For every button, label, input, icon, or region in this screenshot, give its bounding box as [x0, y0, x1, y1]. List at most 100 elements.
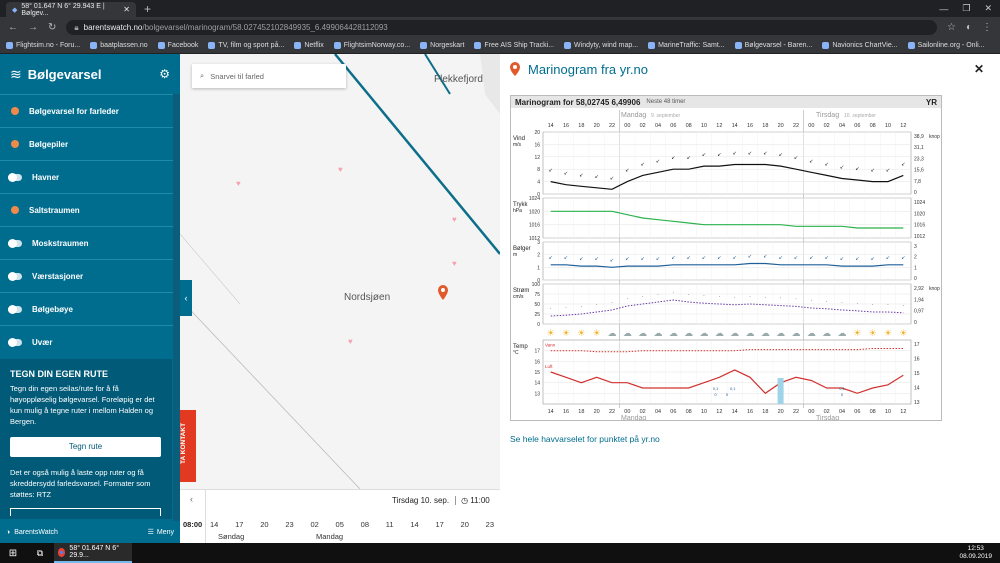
- bookmark-item[interactable]: Norgeskart: [420, 42, 464, 49]
- extension-icon[interactable]: ◐: [965, 22, 972, 33]
- timeline-hour[interactable]: 02: [310, 520, 319, 529]
- upload-route-button[interactable]: [10, 508, 161, 516]
- layer-toggle[interactable]: [8, 304, 22, 314]
- new-tab-button[interactable]: +: [144, 2, 152, 16]
- timeline-hour[interactable]: 11: [385, 520, 394, 529]
- gear-icon[interactable]: ⚙: [159, 67, 170, 81]
- draw-route-button[interactable]: Tegn rute: [10, 437, 161, 457]
- route-upload-text: Det er også mulig å laste opp ruter og f…: [10, 468, 151, 499]
- right-tick-label: 1,94: [914, 297, 924, 303]
- task-view-icon[interactable]: ⧉: [36, 547, 44, 558]
- sidebar-layer-item[interactable]: Havner: [0, 160, 180, 193]
- menu-button[interactable]: ☰ Meny: [148, 528, 174, 537]
- layer-toggle[interactable]: [8, 271, 22, 281]
- marinogram-panel: Marinogram fra yr.no ✕ Marinogram for 58…: [500, 54, 1000, 543]
- taskbar-chrome-app[interactable]: 58° 01.647 N 6° 29.9...: [54, 543, 132, 563]
- menu-label: Meny: [156, 528, 174, 536]
- fairway-search[interactable]: ⌕ Snarvei til farled: [192, 64, 346, 88]
- address-bar[interactable]: 🔒︎ barentswatch.no/bolgevarsel/marinogra…: [66, 20, 937, 35]
- right-tick-label: 1024: [914, 200, 925, 206]
- star-icon[interactable]: ☆: [946, 22, 956, 33]
- sidebar-layer-item[interactable]: Uvær: [0, 325, 180, 358]
- close-icon[interactable]: ✕: [973, 62, 984, 76]
- sidebar-layer-item[interactable]: Moskstraumen: [0, 226, 180, 259]
- bookmark-item[interactable]: Sailonline.org - Onli...: [907, 42, 984, 49]
- direction-arrow: ↙: [564, 171, 568, 177]
- direction-arrow: ·: [672, 290, 674, 296]
- location-pin-icon[interactable]: [438, 285, 448, 300]
- hour-tick-label-bottom: 18: [578, 409, 584, 415]
- search-input[interactable]: Snarvei til farled: [210, 71, 264, 81]
- sidebar-layer-item[interactable]: Værstasjoner: [0, 259, 180, 292]
- close-window-icon[interactable]: ✕: [984, 3, 992, 13]
- timeline-hour[interactable]: 20: [260, 520, 269, 529]
- forward-icon[interactable]: →: [28, 22, 38, 33]
- timeline[interactable]: ‹ 08:00 Tirsdag 10. sep. ◷ 11:00 14 17 20 2…: [180, 489, 500, 544]
- timeline-hour[interactable]: 17: [435, 520, 444, 529]
- hour-tick-label-bottom: 18: [762, 409, 768, 415]
- layer-on-indicator[interactable]: [11, 107, 19, 115]
- bookmark-item[interactable]: TV, film og sport på...: [208, 42, 284, 49]
- timeline-day-2: Mandag: [316, 532, 344, 541]
- browser-tab[interactable]: ◆ 58° 01.647 N 6° 29.943 E | Bølgev... ✕: [6, 2, 136, 17]
- bookmark-item[interactable]: Bølgevarsel - Baren...: [734, 42, 812, 49]
- bookmark-item[interactable]: Facebook: [157, 42, 198, 49]
- back-icon[interactable]: ←: [8, 22, 18, 33]
- more-menu-icon[interactable]: ⋮: [982, 22, 992, 33]
- chevron-left-icon[interactable]: ‹: [190, 494, 193, 504]
- bookmark-item[interactable]: Flightsim.no - Foru...: [6, 42, 80, 49]
- sidebar-scrollbar[interactable]: [173, 94, 180, 521]
- layer-on-indicator[interactable]: [11, 140, 19, 148]
- direction-arrow: ↙: [687, 255, 691, 261]
- panel-name: Vind: [513, 136, 525, 142]
- direction-arrow: ·: [764, 295, 766, 301]
- tab-close-icon[interactable]: ✕: [123, 5, 130, 14]
- layer-toggle[interactable]: [8, 337, 22, 347]
- bookmark-label: Flightsim.no - Foru...: [16, 42, 81, 49]
- windows-start-icon[interactable]: ⊞: [8, 547, 18, 559]
- taskbar-time: 12:53: [967, 545, 984, 552]
- timeline-date: Tirsdag 10. sep. ◷ 11:00: [392, 496, 490, 505]
- sidebar-layer-item[interactable]: Bølgebøye: [0, 292, 180, 325]
- chrome-icon: [58, 547, 66, 557]
- collapse-sidebar-button[interactable]: ‹: [180, 280, 192, 316]
- layer-toggle[interactable]: [8, 238, 22, 248]
- timeline-hour[interactable]: 20: [460, 520, 469, 529]
- timeline-date-label: Tirsdag 10. sep.: [392, 496, 450, 505]
- sun-icon: ☀: [869, 328, 877, 338]
- minimize-icon[interactable]: —: [939, 3, 949, 14]
- contact-button[interactable]: TA KONTAKT: [180, 410, 196, 482]
- sidebar-header: ≋ Bølgevarsel ⚙: [0, 54, 180, 94]
- bookmarks-bar: Flightsim.no - Foru... baatplassen.no Face…: [0, 38, 1000, 54]
- timeline-hour[interactable]: 14: [410, 520, 419, 529]
- timeline-hour[interactable]: 14: [210, 520, 219, 529]
- layer-toggle[interactable]: [8, 172, 22, 182]
- bookmark-item[interactable]: baatplassen.no: [90, 42, 148, 49]
- timeline-hour[interactable]: 08: [360, 520, 369, 529]
- direction-arrow: ·: [611, 300, 613, 306]
- direction-arrow: ↙: [871, 256, 875, 262]
- maximize-icon[interactable]: ❐: [962, 3, 971, 13]
- timeline-hour[interactable]: 17: [235, 520, 244, 529]
- right-tick-label: 1: [914, 265, 917, 271]
- timeline-hour[interactable]: 23: [485, 520, 494, 529]
- hour-tick-label: 10: [885, 123, 891, 129]
- bookmark-item[interactable]: MarineTraffic: Samt...: [648, 42, 725, 49]
- bookmark-item[interactable]: Netflix: [294, 42, 324, 49]
- bookmark-item[interactable]: FlightsimNorway.co...: [333, 42, 410, 49]
- sidebar-layer-item[interactable]: Bølgevarsel for farleder: [0, 94, 180, 127]
- timeline-hour[interactable]: 23: [285, 520, 294, 529]
- yr-forecast-link[interactable]: Se hele havvarselet for punktet på yr.no: [510, 434, 660, 444]
- panel-name: Temp: [513, 344, 528, 350]
- bookmark-item[interactable]: Navionics ChartVie...: [822, 42, 898, 49]
- bookmark-item[interactable]: Free AIS Ship Tracki...: [474, 42, 554, 49]
- bookmark-item[interactable]: Windyty, wind map...: [564, 42, 638, 49]
- bookmark-label: Windyty, wind map...: [574, 42, 639, 49]
- layer-on-indicator[interactable]: [11, 206, 19, 214]
- timeline-hour[interactable]: 05: [335, 520, 344, 529]
- map[interactable]: ♥ ♥ ♥ ♥ ♥ ⌕ Snarvei til farled Flekkefjo…: [180, 54, 500, 489]
- sidebar-layer-item[interactable]: Bølgepiler: [0, 127, 180, 160]
- reload-icon[interactable]: ↻: [48, 22, 57, 33]
- direction-arrow: ·: [841, 300, 843, 306]
- sidebar-layer-item[interactable]: Saltstraumen: [0, 193, 180, 226]
